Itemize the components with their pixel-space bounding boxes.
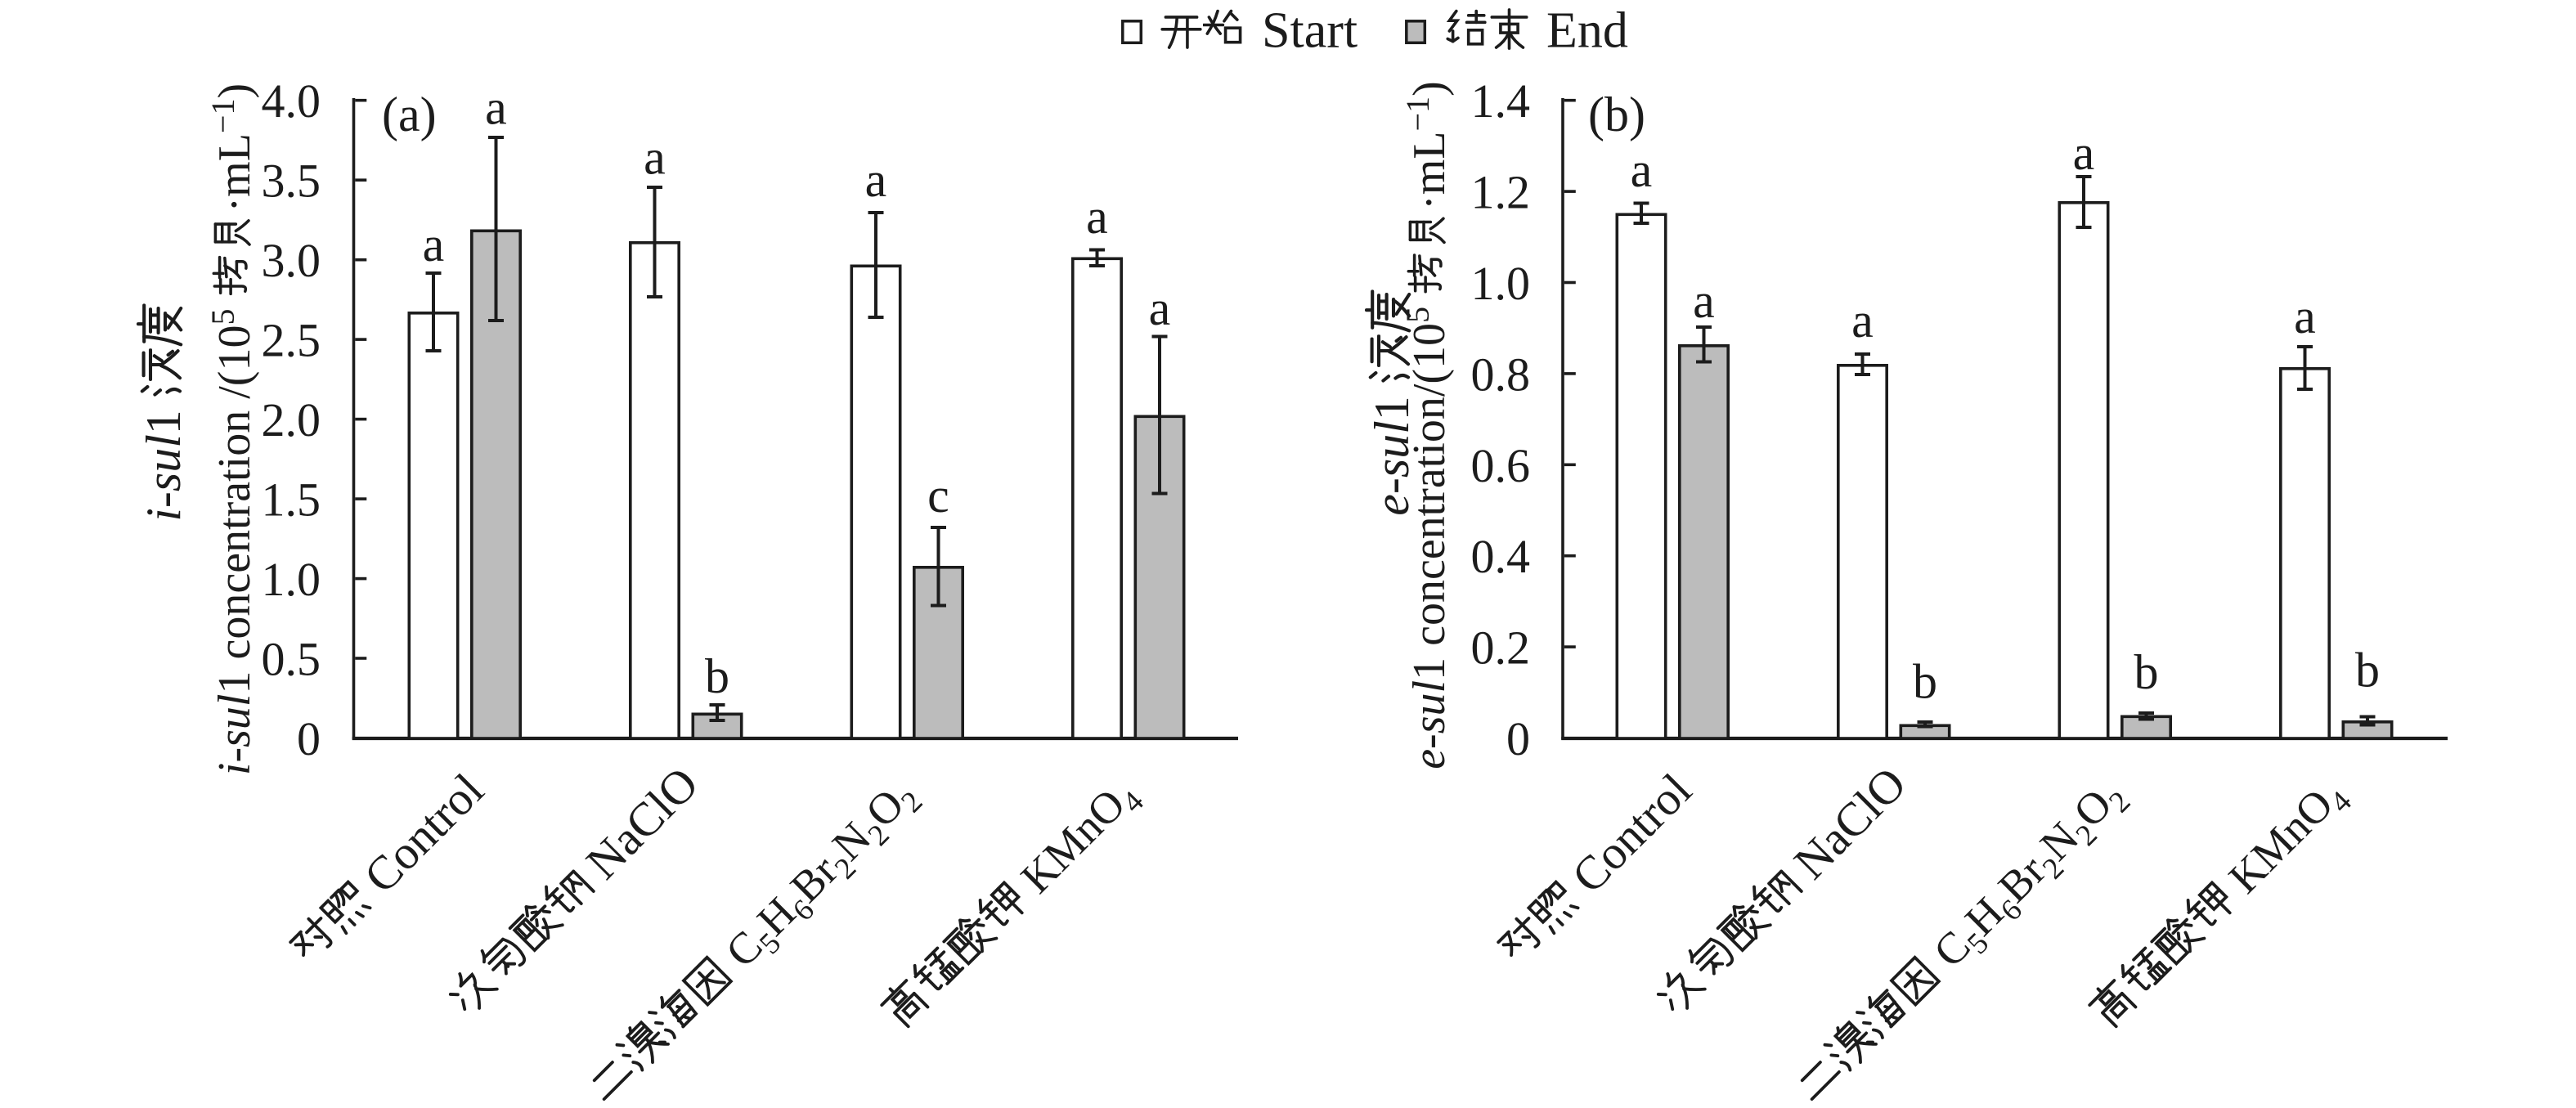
svg-text:a: a [2294,289,2316,343]
svg-text:a: a [1086,190,1108,244]
svg-text:0.6: 0.6 [1471,439,1531,492]
svg-text:e-sul: e-sul [1365,420,1419,516]
svg-text:b: b [1913,655,1937,709]
svg-text:e-sul: e-sul [1404,680,1455,769]
svg-text:·mL: ·mL [209,133,260,212]
svg-text:b: b [705,649,729,703]
svg-text:(a): (a) [382,87,437,141]
svg-text:5: 5 [204,309,241,325]
svg-text:a: a [1631,143,1653,197]
svg-text:b: b [2134,645,2159,699]
svg-text:4.0: 4.0 [262,74,321,128]
svg-text:1: 1 [137,410,191,434]
svg-text:i-sul: i-sul [209,694,260,776]
svg-text:−1: −1 [1399,96,1436,132]
svg-text:1: 1 [1365,396,1419,420]
svg-text:1.0: 1.0 [1471,257,1531,310]
svg-text:a: a [1149,281,1171,335]
svg-text:0.4: 0.4 [1471,530,1531,583]
svg-text:): ) [209,83,260,99]
svg-text:0.2: 0.2 [1471,621,1531,675]
svg-text:1.5: 1.5 [262,473,321,527]
svg-text:2.5: 2.5 [262,314,321,367]
svg-text:a: a [644,131,666,185]
svg-text:): ) [1404,81,1455,96]
svg-text:(b): (b) [1588,87,1645,141]
svg-text:a: a [2073,126,2095,180]
svg-text:a: a [1693,274,1715,328]
svg-text:5: 5 [1399,307,1436,323]
svg-text:1.4: 1.4 [1471,74,1531,128]
svg-text:3.0: 3.0 [262,234,321,287]
svg-text:i-sul: i-sul [137,434,191,522]
svg-text:Start: Start [1262,3,1358,59]
svg-text:a: a [485,81,507,135]
svg-text:1.2: 1.2 [1471,166,1531,219]
svg-text:3.5: 3.5 [262,155,321,208]
svg-text:2.0: 2.0 [262,393,321,446]
svg-text:0.8: 0.8 [1471,348,1531,401]
svg-text:1 concentration/(10: 1 concentration/(10 [1404,323,1455,680]
svg-text:1 concentration /(10: 1 concentration /(10 [209,325,260,694]
svg-text:a: a [1851,294,1874,348]
svg-text:End: End [1546,3,1628,59]
svg-text:a: a [865,153,887,207]
svg-text:0.5: 0.5 [262,633,321,686]
svg-text:0: 0 [297,712,321,765]
svg-text:c: c [927,469,949,523]
svg-text:1.0: 1.0 [262,553,321,606]
svg-text:b: b [2355,644,2380,698]
svg-text:·mL: ·mL [1404,131,1455,209]
svg-text:a: a [423,218,445,271]
svg-text:−1: −1 [204,99,241,134]
svg-text:0: 0 [1506,712,1530,765]
